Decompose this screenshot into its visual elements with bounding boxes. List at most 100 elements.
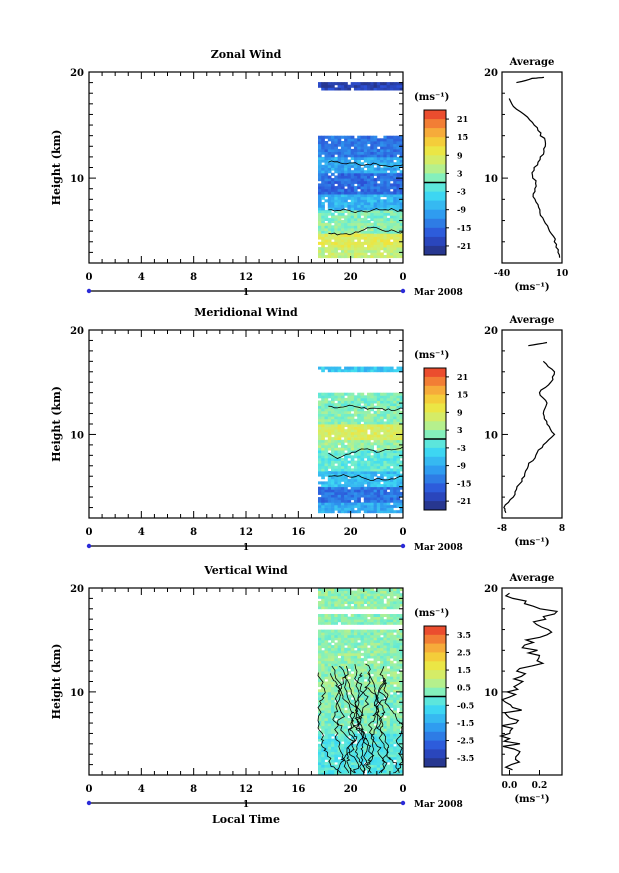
heatmap-cell (360, 170, 365, 174)
heatmap-cell (383, 629, 388, 633)
heatmap-cell (324, 497, 329, 501)
heatmap-cell (318, 233, 322, 237)
heatmap-cell (373, 437, 378, 441)
heatmap-cell (357, 743, 361, 747)
date-axis-end (86, 800, 92, 806)
heatmap-cell (340, 249, 345, 253)
heatmap-cell (373, 743, 378, 747)
colorbar-segment (424, 661, 446, 671)
heatmap-cell (389, 148, 394, 152)
heatmap-cell (370, 413, 374, 417)
heatmap-cell (363, 400, 368, 404)
heatmap-cell (331, 252, 335, 256)
heatmap-cell (357, 772, 361, 776)
heatmap-cell (318, 392, 322, 396)
heatmap-cell (337, 639, 342, 643)
heatmap-cell (396, 741, 401, 745)
heatmap-cell (389, 408, 394, 412)
heatmap-cell (331, 84, 335, 88)
heatmap-cell (347, 202, 352, 206)
heatmap-cell (386, 471, 391, 474)
heatmap-cell (386, 228, 391, 232)
heatmap-cell (321, 455, 325, 459)
heatmap-cell (334, 196, 338, 200)
average-y-tick-label: 20 (484, 68, 498, 79)
heatmap-cell (324, 228, 329, 232)
heatmap-cell (353, 619, 358, 623)
colorbar-segment (424, 678, 446, 689)
heatmap-cell (357, 606, 361, 610)
heatmap-cell (334, 616, 338, 620)
heatmap-cell (399, 188, 404, 192)
heatmap-cell (373, 452, 378, 456)
heatmap-cell (380, 647, 384, 651)
heatmap-cell (321, 754, 325, 758)
heatmap-cell (337, 642, 342, 646)
heatmap-cell (334, 199, 338, 203)
heatmap-cell (389, 405, 394, 409)
heatmap-cell (327, 252, 332, 256)
colorbar-tick-label: -15 (457, 478, 471, 488)
heatmap-cell (373, 702, 378, 706)
heatmap-cell (324, 215, 329, 219)
x-tick-label: 0 (400, 527, 407, 538)
heatmap-cell (367, 621, 371, 625)
heatmap-cell (353, 497, 358, 501)
heatmap-cell (383, 465, 388, 469)
heatmap-cell (347, 159, 352, 163)
heatmap-cell (318, 410, 322, 414)
heatmap-cell (334, 736, 338, 739)
heatmap-cell (396, 702, 401, 706)
heatmap-cell (340, 507, 345, 511)
heatmap-cell (376, 202, 381, 206)
heatmap-cell (376, 424, 381, 427)
heatmap-cell (321, 502, 325, 506)
heatmap-cell (370, 642, 374, 646)
heatmap-cell (353, 175, 358, 179)
heatmap-cell (373, 416, 378, 420)
heatmap-cell (389, 212, 394, 216)
heatmap-cell (340, 595, 345, 599)
heatmap-cell (380, 772, 384, 776)
heatmap-cell (376, 494, 381, 498)
heatmap-cell (367, 665, 371, 669)
heatmap-cell (321, 178, 325, 182)
heatmap-cell (396, 502, 401, 506)
heatmap-cell (393, 188, 397, 192)
heatmap-cell (334, 431, 338, 435)
heatmap-cell (353, 148, 358, 152)
heatmap-cell (360, 194, 365, 198)
heatmap-cell (386, 178, 391, 182)
heatmap-cell (347, 400, 352, 404)
heatmap-cell (357, 764, 361, 768)
heatmap-cell (386, 465, 391, 469)
heatmap-cell (347, 437, 352, 441)
heatmap-cell (383, 413, 388, 417)
heatmap-cell (383, 720, 388, 724)
heatmap-data (318, 366, 404, 514)
heatmap-cell (327, 225, 332, 229)
heatmap-cell (347, 143, 352, 147)
heatmap-cell (396, 143, 401, 147)
heatmap-cell (393, 697, 397, 701)
heatmap-cell (318, 167, 322, 171)
heatmap-cell (334, 746, 338, 750)
heatmap-cell (393, 395, 397, 399)
heatmap-cell (353, 733, 358, 737)
heatmap-cell (337, 720, 342, 724)
heatmap-cell (393, 655, 397, 659)
heatmap-cell (393, 478, 397, 482)
heatmap-cell (376, 212, 381, 216)
heatmap-cell (321, 743, 325, 747)
heatmap-cell (399, 642, 404, 646)
heatmap-cell (396, 510, 401, 514)
colorbar-segment (424, 670, 446, 680)
heatmap-cell (399, 233, 404, 237)
heatmap-cell (331, 476, 335, 480)
heatmap-cell (324, 668, 329, 672)
heatmap-cell (357, 249, 361, 253)
heatmap-cell (376, 431, 381, 435)
heatmap-cell (386, 455, 391, 459)
heatmap-cell (340, 442, 345, 446)
heatmap-cell (321, 650, 325, 654)
